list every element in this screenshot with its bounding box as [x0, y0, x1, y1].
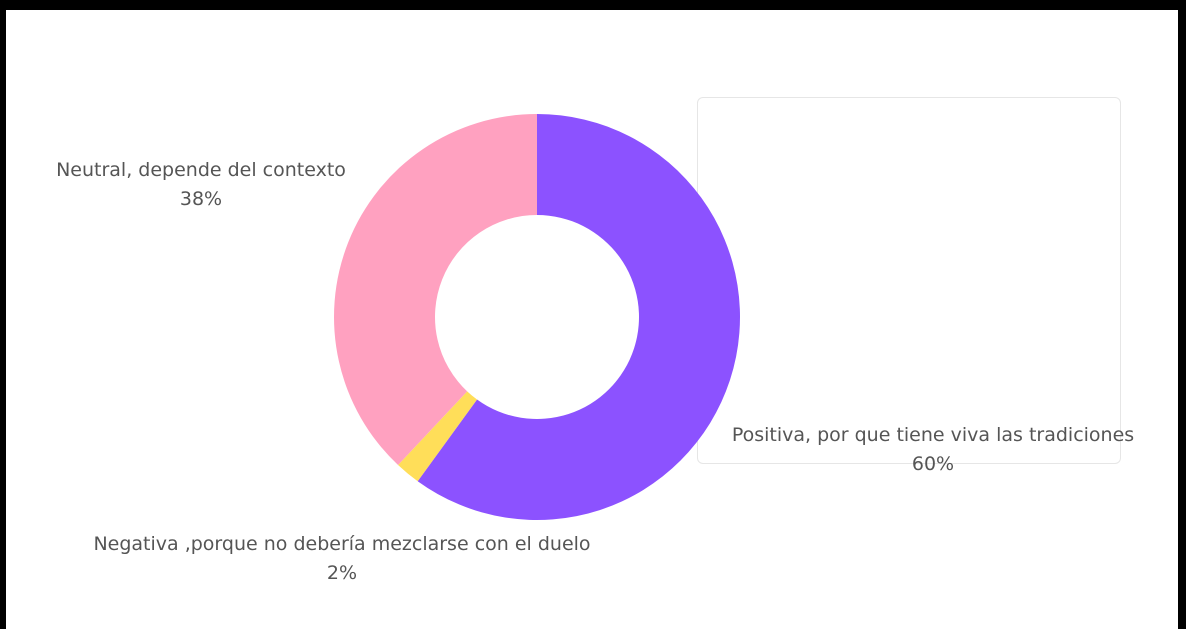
slice-negative [398, 391, 478, 482]
slice-label-negative-name: Negativa ,porque no debería mezclarse co… [93, 533, 590, 555]
slice-label-neutral-name: Neutral, depende del contexto [56, 159, 346, 181]
slice-label-negative: Negativa ,porque no debería mezclarse co… [93, 533, 590, 584]
slice-label-negative-value: 2% [327, 562, 357, 584]
slice-label-neutral: Neutral, depende del contexto 38% [56, 159, 346, 210]
slice-label-positive-value: 60% [912, 453, 954, 475]
slice-label-positive: Positiva, por que tiene viva las tradici… [732, 424, 1134, 475]
slice-label-positive-name: Positiva, por que tiene viva las tradici… [732, 424, 1134, 446]
slice-label-neutral-value: 38% [180, 188, 222, 210]
slice-neutral [334, 114, 537, 465]
donut-slices [334, 114, 741, 520]
empty-panel [697, 97, 1121, 464]
slice-positive [417, 114, 741, 520]
